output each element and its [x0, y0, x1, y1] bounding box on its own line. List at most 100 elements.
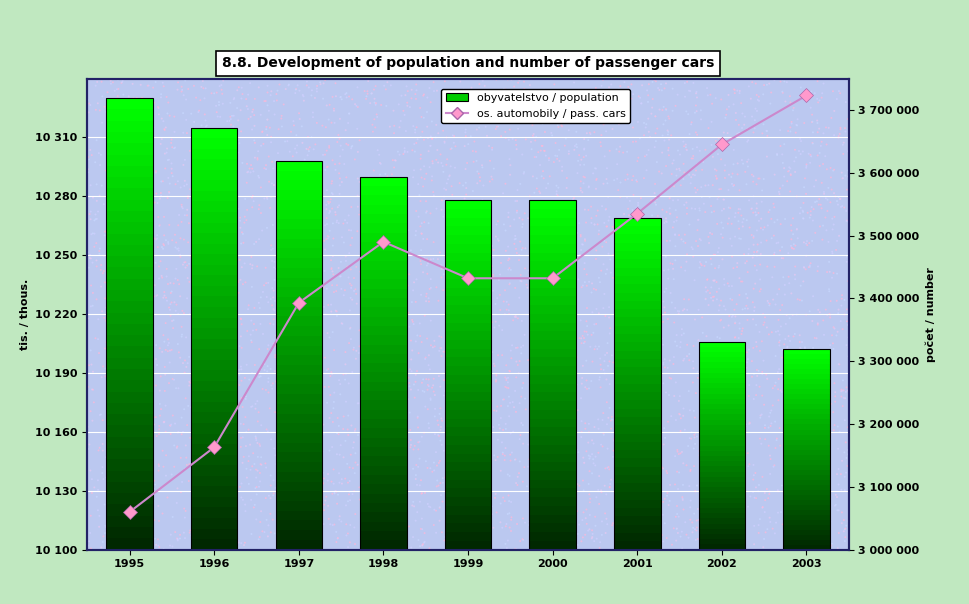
Bar: [529, 323, 576, 331]
Point: [581, 510, 597, 520]
Bar: [107, 121, 153, 132]
Point: [717, 113, 733, 123]
Point: [176, 368, 192, 378]
Point: [830, 506, 846, 515]
Point: [471, 373, 486, 382]
Point: [787, 404, 802, 414]
Point: [357, 224, 372, 234]
Point: [408, 516, 423, 525]
Point: [678, 460, 694, 470]
Point: [125, 338, 141, 347]
Point: [709, 452, 725, 461]
Point: [293, 246, 308, 255]
Point: [545, 503, 560, 513]
Point: [767, 378, 783, 387]
Bar: [445, 217, 490, 226]
Point: [288, 464, 303, 474]
Bar: [107, 301, 153, 313]
Point: [444, 237, 459, 247]
Point: [461, 485, 477, 495]
Bar: [698, 388, 744, 394]
Bar: [107, 369, 153, 381]
Point: [595, 303, 610, 313]
Point: [840, 343, 856, 353]
Point: [478, 316, 493, 326]
Point: [823, 113, 838, 123]
Point: [391, 390, 406, 399]
Point: [335, 74, 351, 84]
Point: [543, 530, 558, 540]
Point: [678, 530, 694, 539]
Point: [498, 297, 514, 307]
Point: [632, 283, 647, 292]
Point: [233, 433, 248, 443]
Point: [735, 519, 750, 528]
Point: [325, 520, 340, 530]
Point: [646, 188, 662, 198]
Point: [766, 417, 782, 426]
Point: [163, 278, 178, 288]
Point: [838, 257, 854, 266]
Point: [307, 426, 323, 435]
Point: [367, 298, 383, 308]
Point: [310, 529, 326, 539]
Point: [488, 75, 504, 85]
Point: [771, 330, 787, 339]
Point: [131, 283, 146, 293]
Point: [566, 199, 581, 208]
Point: [472, 173, 487, 182]
Point: [694, 328, 709, 338]
Point: [550, 359, 566, 368]
Point: [275, 431, 291, 441]
Point: [515, 215, 530, 225]
Point: [239, 473, 255, 483]
Point: [137, 161, 152, 171]
Point: [685, 341, 701, 351]
Point: [511, 74, 526, 83]
Point: [529, 203, 545, 213]
Point: [112, 195, 128, 205]
Point: [197, 167, 212, 177]
Point: [650, 426, 666, 435]
Point: [483, 387, 498, 397]
Point: [264, 256, 279, 266]
Point: [170, 533, 185, 543]
Point: [740, 345, 756, 355]
Point: [371, 480, 387, 490]
Bar: [107, 381, 153, 391]
Point: [404, 146, 420, 155]
Point: [293, 185, 308, 194]
Point: [688, 525, 703, 535]
Point: [422, 544, 437, 553]
Point: [457, 131, 473, 141]
Point: [391, 420, 407, 430]
Point: [476, 391, 491, 400]
Point: [329, 499, 345, 509]
Point: [266, 475, 281, 485]
Point: [548, 189, 564, 199]
Point: [796, 182, 811, 192]
Point: [381, 440, 396, 450]
Point: [233, 313, 248, 323]
Point: [107, 86, 122, 95]
Point: [116, 306, 132, 315]
Point: [307, 140, 323, 149]
Point: [562, 419, 578, 428]
Point: [158, 451, 173, 460]
Point: [353, 240, 368, 250]
Point: [636, 347, 651, 356]
Point: [141, 103, 156, 112]
Point: [337, 347, 353, 357]
Point: [441, 444, 456, 454]
Point: [542, 243, 557, 253]
Point: [244, 402, 260, 411]
Point: [312, 165, 328, 175]
Bar: [107, 527, 153, 538]
Point: [386, 231, 401, 241]
Point: [170, 85, 185, 95]
Point: [131, 485, 146, 495]
Point: [720, 90, 735, 100]
Point: [728, 341, 743, 350]
Point: [512, 276, 527, 286]
Point: [602, 482, 617, 492]
